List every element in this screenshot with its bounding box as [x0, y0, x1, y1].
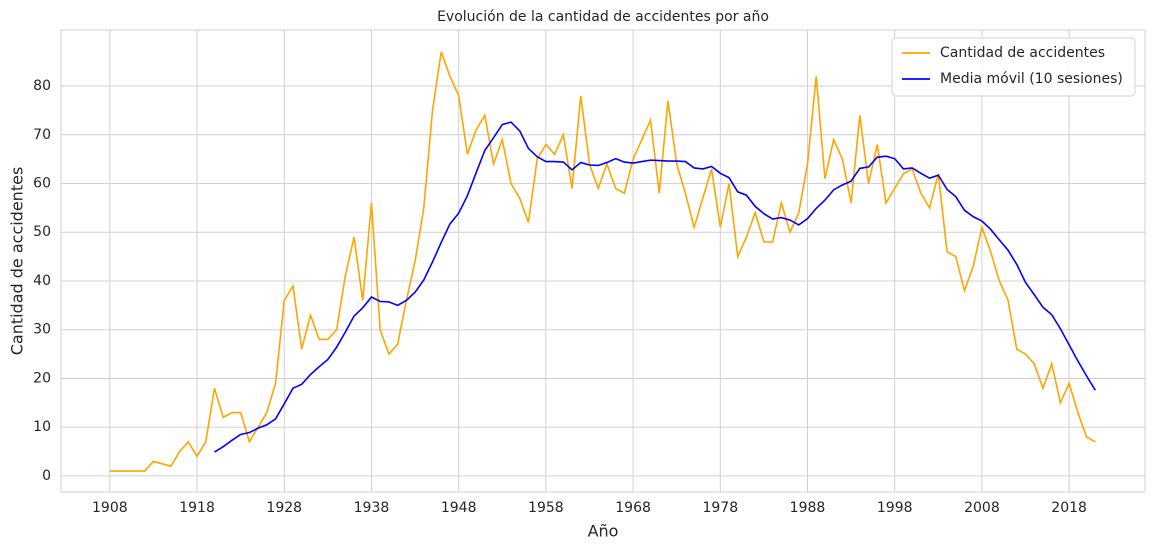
x-tick-label: 2018	[1051, 500, 1087, 516]
y-tick-label: 0	[42, 468, 51, 484]
x-tick-label: 1948	[441, 500, 477, 516]
y-tick-label: 60	[33, 176, 51, 192]
x-tick-label: 1928	[266, 500, 302, 516]
y-tick-label: 80	[33, 78, 51, 94]
x-tick-label: 1998	[877, 500, 913, 516]
data-line	[214, 121, 1096, 453]
y-tick-label: 50	[33, 224, 51, 240]
y-tick-label: 10	[33, 419, 51, 435]
plot-frame	[60, 29, 1146, 493]
x-tick-label: 1988	[790, 500, 826, 516]
legend-label: Cantidad de accidentes	[940, 45, 1105, 61]
x-axis-label: Año	[588, 522, 619, 541]
data-line	[109, 51, 1096, 472]
y-tick-label: 30	[33, 322, 51, 338]
x-tick-label: 1978	[702, 500, 738, 516]
x-tick-label: 1918	[179, 500, 215, 516]
chart-title: Evolución de la cantidad de accidentes p…	[437, 9, 769, 25]
y-tick-label: 70	[33, 127, 51, 143]
x-tick-label: 1968	[615, 500, 651, 516]
y-tick-label: 20	[33, 370, 51, 386]
legend-label: Media móvil (10 sesiones)	[940, 71, 1123, 87]
x-tick-label: 1908	[92, 500, 128, 516]
y-axis-label: Cantidad de accidentes	[8, 167, 27, 356]
x-tick-label: 1958	[528, 500, 564, 516]
legend-box	[891, 37, 1136, 97]
y-tick-label: 40	[33, 273, 51, 289]
x-tick-label: 2008	[964, 500, 1000, 516]
x-tick-label: 1938	[354, 500, 390, 516]
